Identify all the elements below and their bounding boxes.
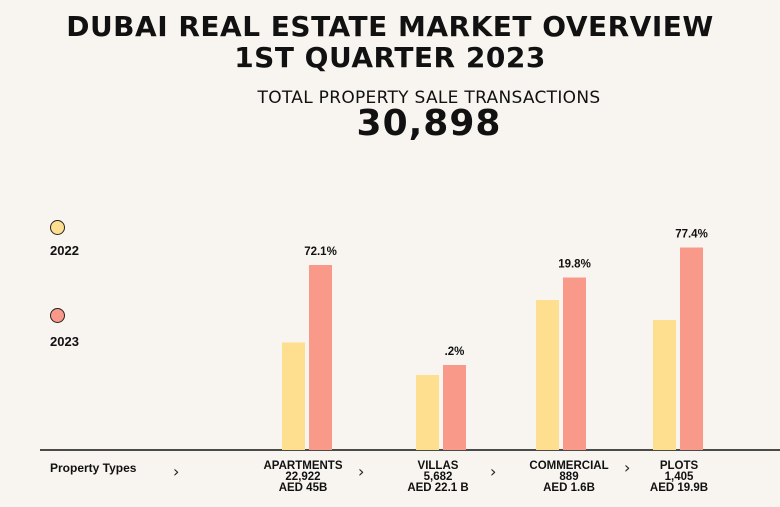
data-label: 77.4% xyxy=(675,229,708,241)
legend-label-2023: 2023 xyxy=(50,334,79,349)
bar-villas-2023 xyxy=(443,365,466,450)
category-count: 5,682 xyxy=(424,471,453,483)
category-label: COMMERCIAL xyxy=(529,460,608,472)
category-label: PLOTS xyxy=(660,460,699,472)
subtitle: TOTAL PROPERTY SALE TRANSACTIONS xyxy=(257,88,601,108)
category-value: AED 45B xyxy=(279,482,328,494)
data-label: .2% xyxy=(445,346,465,358)
legend-swatch-2023 xyxy=(50,308,65,323)
category-label: APARTMENTS xyxy=(263,460,342,472)
bar-plots-2022 xyxy=(653,320,676,450)
category-value: AED 1.6B xyxy=(543,482,595,494)
x-axis-title: Property Types xyxy=(50,461,137,475)
chevron-right-icon: › xyxy=(173,462,180,481)
category-count: 889 xyxy=(559,471,578,483)
total-transactions: 30,898 xyxy=(356,103,502,144)
category-value: AED 22.1 B xyxy=(407,482,468,494)
chevron-right-icon: › xyxy=(358,462,365,481)
bar-villas-2022 xyxy=(416,375,439,450)
data-label: 72.1% xyxy=(304,246,337,258)
page-title-line2: 1ST QUARTER 2023 xyxy=(234,41,546,74)
bar-commercial-2022 xyxy=(536,300,559,450)
category-count: 22,922 xyxy=(285,471,320,483)
bar-commercial-2023 xyxy=(563,277,586,450)
legend-swatch-2022 xyxy=(50,220,65,235)
page-title-line1: DUBAI REAL ESTATE MARKET OVERVIEW xyxy=(66,10,714,43)
category-label: VILLAS xyxy=(418,460,459,472)
data-label: 19.8% xyxy=(558,259,591,271)
legend-label-2022: 2022 xyxy=(50,243,79,258)
category-count: 1,405 xyxy=(665,471,694,483)
bar-apartments-2022 xyxy=(282,342,305,450)
category-value: AED 19.9B xyxy=(650,482,708,494)
chevron-right-icon: › xyxy=(624,458,631,477)
bar-plots-2023 xyxy=(680,247,703,450)
chevron-right-icon: › xyxy=(490,462,497,481)
bar-apartments-2023 xyxy=(309,265,332,450)
